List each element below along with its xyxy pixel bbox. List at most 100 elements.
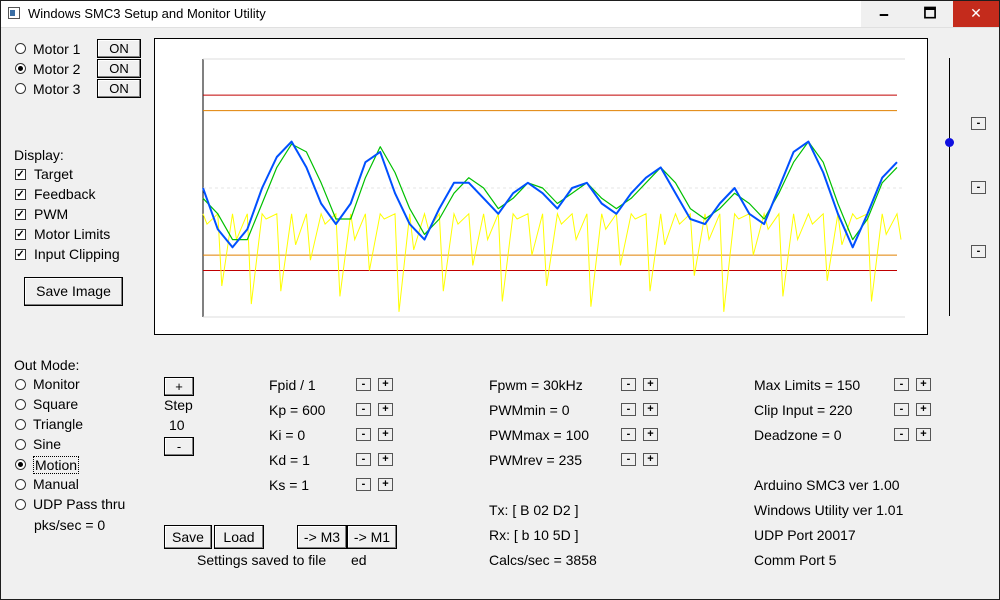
pwmmax-minus-button[interactable]: - bbox=[621, 428, 636, 441]
fpid-minus-button[interactable]: - bbox=[356, 378, 371, 391]
motor-limits-label: Motor Limits bbox=[34, 226, 111, 242]
mode-triangle-label: Triangle bbox=[33, 416, 84, 432]
fpwm-plus-button[interactable]: + bbox=[643, 378, 658, 391]
arduino-version: Arduino SMC3 ver 1.00 bbox=[754, 477, 900, 493]
target-checkbox[interactable]: ✓ bbox=[15, 169, 26, 180]
rx-readout: Rx: [ b 10 5D ] bbox=[489, 527, 579, 543]
monitor-chart bbox=[154, 38, 928, 335]
mode-manual-radio[interactable] bbox=[15, 479, 26, 490]
max-limits-minus-button[interactable]: - bbox=[894, 378, 909, 391]
mode-motion-label: Motion bbox=[33, 456, 80, 474]
kd-plus-button[interactable]: + bbox=[378, 453, 393, 466]
mode-square-radio[interactable] bbox=[15, 399, 26, 410]
pwmmax-label: PWMmax = 100 bbox=[489, 427, 589, 443]
copy-to-m1-button[interactable]: -> M1 bbox=[347, 525, 397, 549]
title-bar[interactable]: Windows SMC3 Setup and Monitor Utility 🗕… bbox=[1, 1, 999, 28]
mode-monitor-label: Monitor bbox=[33, 376, 80, 392]
side-minus-button-3[interactable]: - bbox=[971, 245, 986, 258]
save-button[interactable]: Save bbox=[164, 525, 212, 549]
ki-label: Ki = 0 bbox=[269, 427, 306, 443]
feedback-checkbox[interactable]: ✓ bbox=[15, 189, 26, 200]
step-minus-button[interactable]: - bbox=[164, 437, 194, 456]
max-limits-plus-button[interactable]: + bbox=[916, 378, 931, 391]
step-plus-button[interactable]: + bbox=[164, 377, 194, 396]
motor-3-label: Motor 3 bbox=[33, 81, 81, 97]
step-label: Step bbox=[164, 397, 193, 413]
motor-limits-checkbox[interactable]: ✓ bbox=[15, 229, 26, 240]
app-icon bbox=[8, 7, 20, 19]
motor-1-radio[interactable] bbox=[15, 43, 26, 54]
kp-minus-button[interactable]: - bbox=[356, 403, 371, 416]
tx-readout: Tx: [ B 02 D2 ] bbox=[489, 502, 579, 518]
target-series-line bbox=[202, 140, 898, 241]
pwm-checkbox[interactable]: ✓ bbox=[15, 209, 26, 220]
ki-plus-button[interactable]: + bbox=[378, 428, 393, 441]
feedback-series-line bbox=[202, 140, 898, 249]
save-image-button[interactable]: Save Image bbox=[24, 277, 123, 306]
clip-input-label: Clip Input = 220 bbox=[754, 402, 853, 418]
side-minus-button-2[interactable]: - bbox=[971, 181, 986, 194]
clip-input-plus-button[interactable]: + bbox=[916, 403, 931, 416]
motor-1-label: Motor 1 bbox=[33, 41, 81, 57]
status-message-tail: ed bbox=[351, 552, 367, 568]
pwmmax-plus-button[interactable]: + bbox=[643, 428, 658, 441]
pwmmin-label: PWMmin = 0 bbox=[489, 402, 570, 418]
input-clipping-label: Input Clipping bbox=[34, 246, 120, 262]
motor-2-radio[interactable] bbox=[15, 63, 26, 74]
kp-label: Kp = 600 bbox=[269, 402, 326, 418]
utility-version: Windows Utility ver 1.01 bbox=[754, 502, 904, 518]
pwmmin-plus-button[interactable]: + bbox=[643, 403, 658, 416]
motor-2-on-button[interactable]: ON bbox=[97, 59, 141, 78]
side-minus-button-1[interactable]: - bbox=[971, 117, 986, 130]
motor-1-on-button[interactable]: ON bbox=[97, 39, 141, 58]
pwmrev-label: PWMrev = 235 bbox=[489, 452, 582, 468]
mode-udp-radio[interactable] bbox=[15, 499, 26, 510]
window-title: Windows SMC3 Setup and Monitor Utility bbox=[28, 6, 266, 21]
clip-input-minus-button[interactable]: - bbox=[894, 403, 909, 416]
ki-minus-button[interactable]: - bbox=[356, 428, 371, 441]
close-button[interactable]: ✕ bbox=[953, 1, 999, 27]
pwmmin-minus-button[interactable]: - bbox=[621, 403, 636, 416]
status-message: Settings saved to file bbox=[197, 552, 327, 568]
kp-plus-button[interactable]: + bbox=[378, 403, 393, 416]
load-button[interactable]: Load bbox=[214, 525, 264, 549]
motor-3-on-button[interactable]: ON bbox=[97, 79, 141, 98]
calcs-readout: Calcs/sec = 3858 bbox=[489, 552, 597, 568]
mode-sine-radio[interactable] bbox=[15, 439, 26, 450]
input-clipping-checkbox[interactable]: ✓ bbox=[15, 249, 26, 260]
pks-sec-readout: pks/sec = 0 bbox=[34, 517, 106, 533]
copy-to-m3-button[interactable]: -> M3 bbox=[297, 525, 347, 549]
kd-minus-button[interactable]: - bbox=[356, 453, 371, 466]
client-area: Motor 1 ON Motor 2 ON Motor 3 ON Display… bbox=[1, 28, 999, 599]
deadzone-plus-button[interactable]: + bbox=[916, 428, 931, 441]
ks-minus-button[interactable]: - bbox=[356, 478, 371, 491]
vertical-slider-thumb[interactable] bbox=[945, 138, 954, 147]
ks-label: Ks = 1 bbox=[269, 477, 310, 493]
mode-manual-label: Manual bbox=[33, 476, 79, 492]
ks-plus-button[interactable]: + bbox=[378, 478, 393, 491]
mode-motion-radio[interactable] bbox=[15, 459, 26, 470]
motor-3-radio[interactable] bbox=[15, 83, 26, 94]
mode-triangle-radio[interactable] bbox=[15, 419, 26, 430]
pwmrev-plus-button[interactable]: + bbox=[643, 453, 658, 466]
vertical-slider-track[interactable] bbox=[949, 58, 950, 316]
mode-square-label: Square bbox=[33, 396, 79, 412]
motor-2-label: Motor 2 bbox=[33, 61, 81, 77]
mode-monitor-radio[interactable] bbox=[15, 379, 26, 390]
maximize-button[interactable]: 🗖 bbox=[907, 1, 953, 27]
kd-label: Kd = 1 bbox=[269, 452, 310, 468]
minimize-button[interactable]: 🗕 bbox=[861, 1, 907, 27]
pwm-label: PWM bbox=[34, 206, 69, 222]
fpwm-minus-button[interactable]: - bbox=[621, 378, 636, 391]
fpid-plus-button[interactable]: + bbox=[378, 378, 393, 391]
fpwm-label: Fpwm = 30kHz bbox=[489, 377, 583, 393]
target-label: Target bbox=[34, 166, 73, 182]
pwmrev-minus-button[interactable]: - bbox=[621, 453, 636, 466]
deadzone-minus-button[interactable]: - bbox=[894, 428, 909, 441]
udp-port: UDP Port 20017 bbox=[754, 527, 856, 543]
pwm-series-line bbox=[202, 211, 902, 312]
chart-svg bbox=[202, 58, 905, 318]
mode-sine-label: Sine bbox=[33, 436, 62, 452]
step-value: 10 bbox=[169, 417, 185, 433]
